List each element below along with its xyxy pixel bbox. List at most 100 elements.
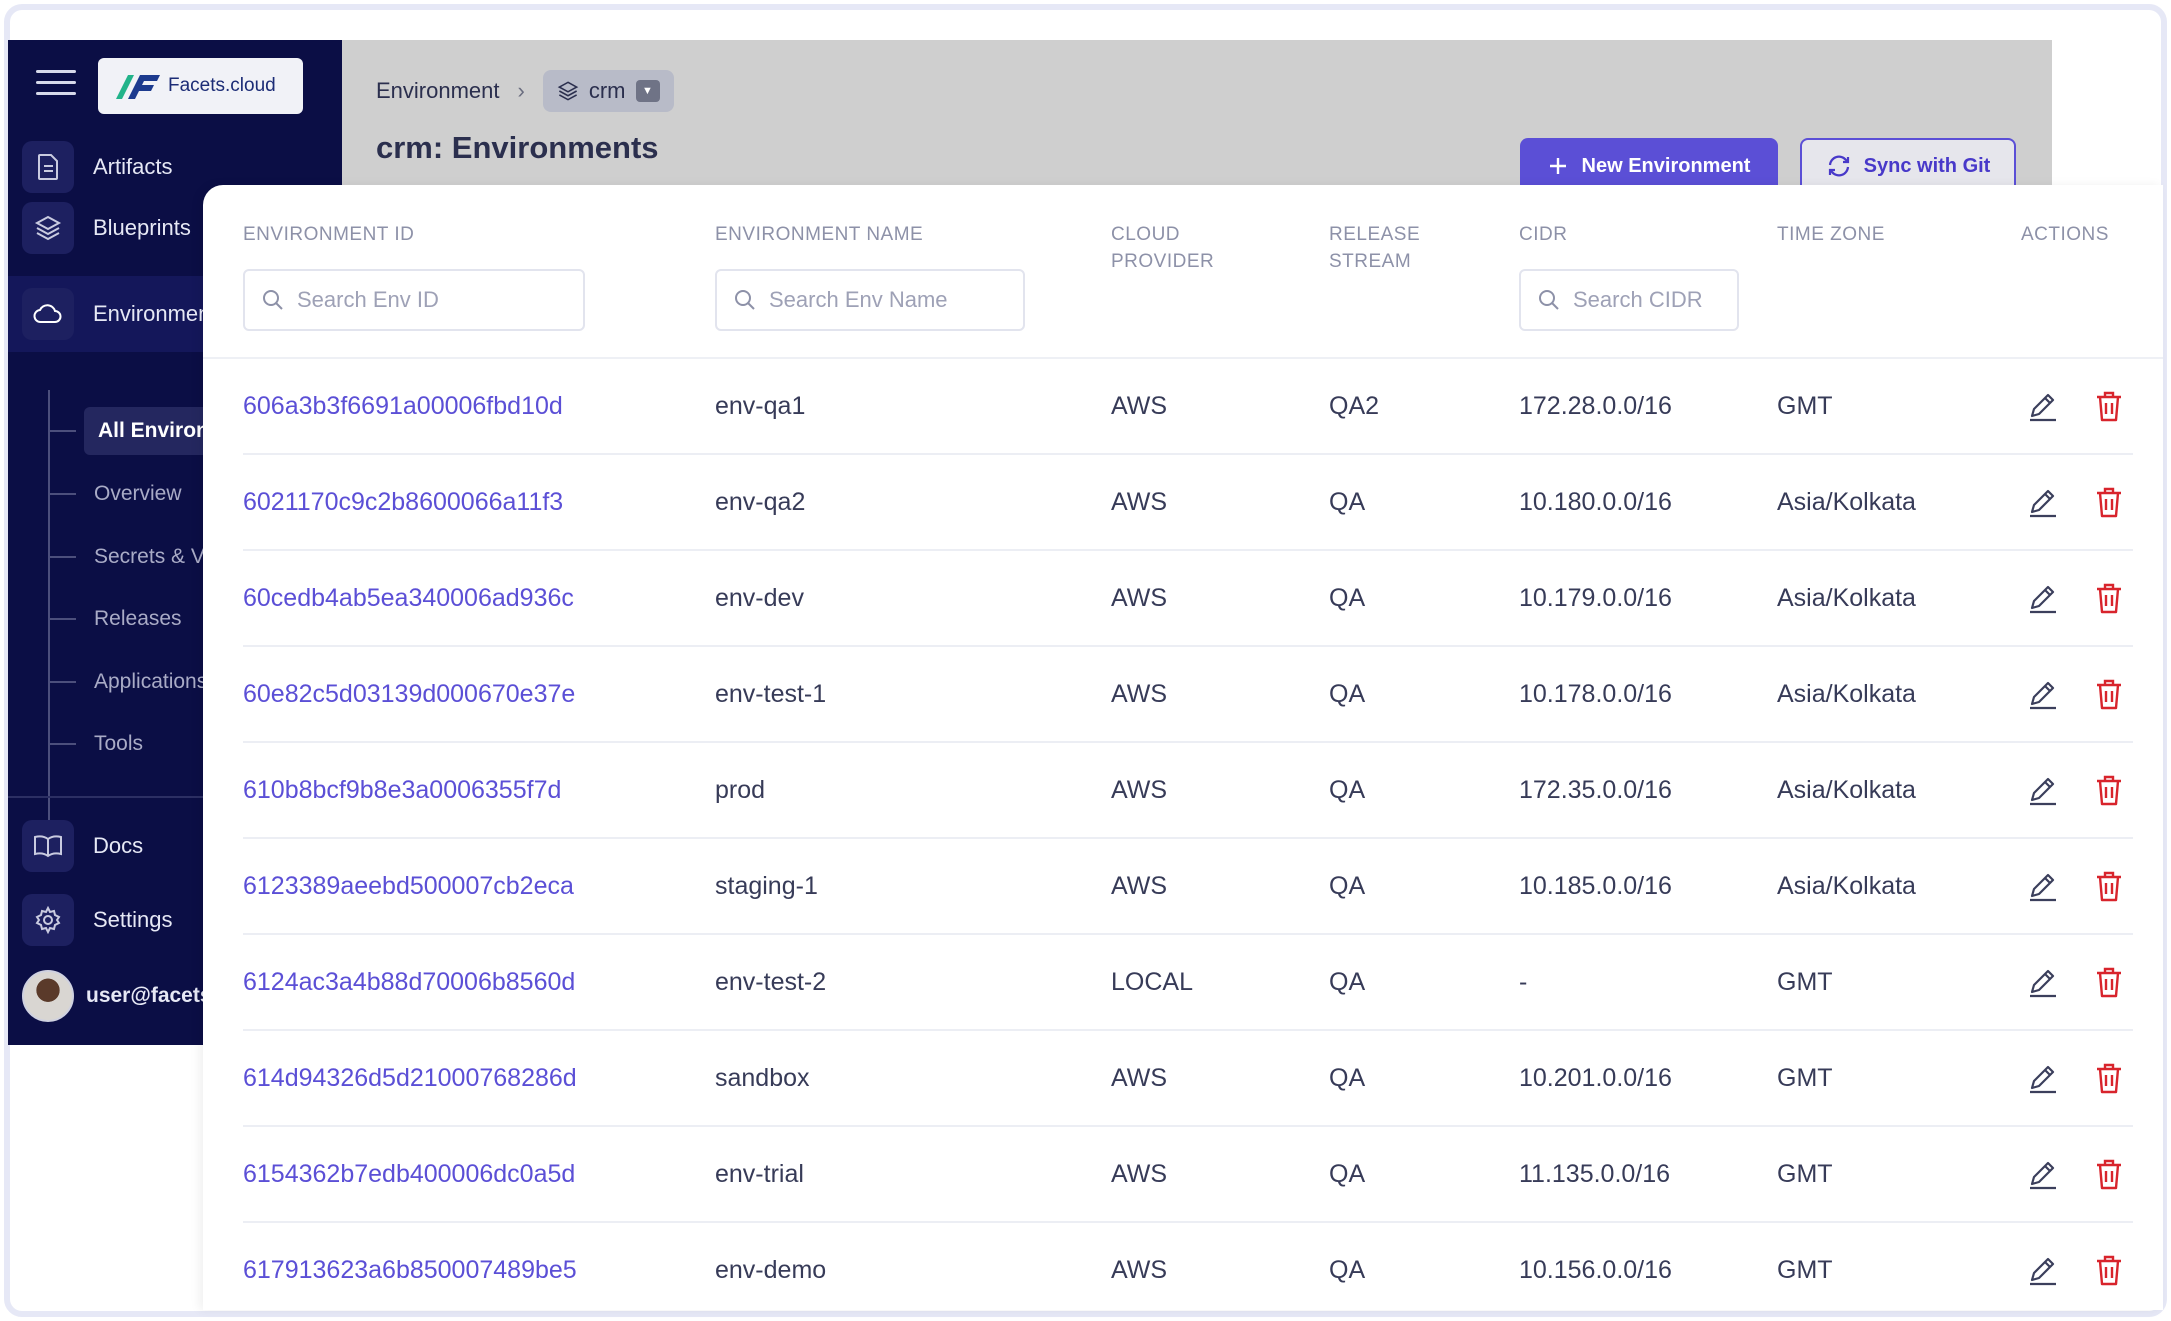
table-row[interactable]: 610b8bcf9b8e3a0006355f7d prod AWS QA 172.35.… — [243, 743, 2133, 839]
cell-release-stream: QA — [1329, 1159, 1366, 1188]
search-cidr-input[interactable] — [1573, 287, 1737, 313]
table-row[interactable]: 606a3b3f6691a00006fbd10d env-qa1 AWS QA2 172… — [243, 359, 2133, 455]
subnav-item-overview[interactable]: Overview — [48, 469, 182, 519]
delete-icon[interactable] — [2089, 866, 2129, 906]
delete-icon[interactable] — [2089, 962, 2129, 1002]
table-row[interactable]: 60cedb4ab5ea340006ad936c env-dev AWS QA 10.1… — [243, 551, 2133, 647]
new-environment-button[interactable]: New Environment — [1520, 138, 1778, 194]
table-row[interactable]: 60e82c5d03139d000670e37e env-test-1 AWS QA 1… — [243, 647, 2133, 743]
delete-icon[interactable] — [2089, 1154, 2129, 1194]
column-header-environment-id[interactable]: ENVIRONMENT ID — [243, 224, 415, 245]
avatar — [22, 970, 74, 1022]
cell-time-zone: GMT — [1777, 1063, 1833, 1092]
edit-icon[interactable] — [2023, 770, 2063, 810]
table-row[interactable]: 614d94326d5d21000768286d sandbox AWS QA 10.2… — [243, 1031, 2133, 1127]
stack-name: crm — [588, 78, 626, 103]
subnav-item-releases[interactable]: Releases — [48, 594, 182, 644]
edit-icon[interactable] — [2023, 482, 2063, 522]
sidebar-item-settings[interactable]: Settings — [8, 882, 342, 958]
edit-icon[interactable] — [2023, 1250, 2063, 1290]
subnav-label: Releases — [94, 607, 182, 630]
delete-icon[interactable] — [2089, 674, 2129, 714]
menu-icon[interactable] — [36, 70, 76, 100]
column-header-cloud-provider[interactable]: CLOUD PROVIDER — [1111, 224, 1215, 272]
cell-time-zone: Asia/Kolkata — [1777, 487, 1916, 516]
cell-environment-id[interactable]: 6154362b7edb400006dc0a5d — [243, 1159, 576, 1188]
sidebar-item-docs[interactable]: Docs — [8, 808, 342, 884]
cell-cloud-provider: AWS — [1111, 679, 1168, 708]
cell-environment-id[interactable]: 610b8bcf9b8e3a0006355f7d — [243, 775, 562, 804]
cell-cidr: 10.180.0.0/16 — [1519, 487, 1672, 516]
cell-environment-name: env-demo — [715, 1255, 827, 1284]
sidebar-item-blueprints[interactable]: Blueprints — [8, 190, 342, 266]
cell-environment-name: staging-1 — [715, 871, 818, 900]
subnav-label: Tools — [94, 732, 144, 755]
brand-logo[interactable]: Facets.cloud — [98, 58, 303, 114]
column-header-environment-name[interactable]: ENVIRONMENT NAME — [715, 224, 924, 245]
chevron-down-icon[interactable]: ▼ — [635, 80, 660, 102]
breadcrumb-root[interactable]: Environment — [376, 78, 500, 103]
brand-name: Facets.cloud — [168, 75, 276, 96]
cell-cidr: 10.178.0.0/16 — [1519, 679, 1672, 708]
table-header-divider — [203, 357, 2163, 359]
cell-environment-id[interactable]: 60e82c5d03139d000670e37e — [243, 679, 576, 708]
delete-icon[interactable] — [2089, 482, 2129, 522]
delete-icon[interactable] — [2089, 1058, 2129, 1098]
cell-time-zone: Asia/Kolkata — [1777, 583, 1916, 612]
sidebar-item-artifacts[interactable]: Artifacts — [8, 129, 342, 205]
search-env-id[interactable] — [243, 269, 585, 331]
cell-environment-id[interactable]: 617913623a6b850007489be5 — [243, 1255, 577, 1284]
delete-icon[interactable] — [2089, 386, 2129, 426]
cell-cloud-provider: AWS — [1111, 1159, 1168, 1188]
cell-cidr: - — [1519, 967, 1528, 996]
edit-icon[interactable] — [2023, 386, 2063, 426]
stack-selector[interactable]: crm ▼ — [542, 70, 674, 112]
search-env-name[interactable] — [715, 269, 1025, 331]
search-env-id-input[interactable] — [297, 287, 583, 313]
cell-cloud-provider: LOCAL — [1111, 967, 1193, 996]
table-row[interactable]: 6021170c9c2b8600066a11f3 env-qa2 AWS QA 10.1… — [243, 455, 2133, 551]
delete-icon[interactable] — [2089, 770, 2129, 810]
table-row[interactable]: 617913623a6b850007489be5 env-demo AWS QA 10.… — [243, 1223, 2133, 1319]
table-row[interactable]: 6154362b7edb400006dc0a5d env-trial AWS QA 11… — [243, 1127, 2133, 1223]
cell-environment-id[interactable]: 606a3b3f6691a00006fbd10d — [243, 391, 563, 420]
sidebar-item-label: Settings — [93, 907, 173, 932]
edit-icon[interactable] — [2023, 1058, 2063, 1098]
cell-cloud-provider: AWS — [1111, 391, 1168, 420]
cell-cidr: 10.201.0.0/16 — [1519, 1063, 1672, 1092]
column-header-release-stream[interactable]: RELEASE STREAM — [1329, 224, 1421, 272]
table-row[interactable]: 6123389aeebd500007cb2eca staging-1 AWS QA 10… — [243, 839, 2133, 935]
edit-icon[interactable] — [2023, 674, 2063, 714]
cell-cidr: 172.35.0.0/16 — [1519, 775, 1672, 804]
column-header-cidr[interactable]: CIDR — [1519, 224, 1568, 245]
cell-environment-id[interactable]: 6123389aeebd500007cb2eca — [243, 871, 574, 900]
sync-with-git-button[interactable]: Sync with Git — [1800, 138, 2016, 194]
column-header-time-zone[interactable]: TIME ZONE — [1777, 224, 1885, 245]
edit-icon[interactable] — [2023, 962, 2063, 1002]
subnav-item-applications[interactable]: Applications — [48, 657, 207, 707]
cell-release-stream: QA — [1329, 487, 1366, 516]
subnav-item-tools[interactable]: Tools — [48, 719, 143, 769]
cell-time-zone: Asia/Kolkata — [1777, 679, 1916, 708]
cell-environment-id[interactable]: 6124ac3a4b88d70006b8560d — [243, 967, 576, 996]
cell-cloud-provider: AWS — [1111, 487, 1168, 516]
delete-icon[interactable] — [2089, 578, 2129, 618]
cell-environment-id[interactable]: 60cedb4ab5ea340006ad936c — [243, 583, 574, 612]
chevron-right-icon: › — [517, 78, 525, 103]
delete-icon[interactable] — [2089, 1250, 2129, 1290]
cell-time-zone: GMT — [1777, 1159, 1833, 1188]
search-cidr[interactable] — [1519, 269, 1739, 331]
cell-cidr: 10.179.0.0/16 — [1519, 583, 1672, 612]
book-icon — [22, 820, 74, 872]
cell-environment-id[interactable]: 614d94326d5d21000768286d — [243, 1063, 577, 1092]
edit-icon[interactable] — [2023, 866, 2063, 906]
table-row[interactable]: 6124ac3a4b88d70006b8560d env-test-2 LOCAL Q… — [243, 935, 2133, 1031]
subnav-label: Overview — [94, 482, 182, 505]
edit-icon[interactable] — [2023, 578, 2063, 618]
search-icon — [1539, 290, 1559, 310]
cell-release-stream: QA — [1329, 1063, 1366, 1092]
search-env-name-input[interactable] — [769, 287, 1023, 313]
edit-icon[interactable] — [2023, 1154, 2063, 1194]
cell-environment-id[interactable]: 6021170c9c2b8600066a11f3 — [243, 487, 564, 516]
sidebar-item-label: Blueprints — [93, 215, 191, 240]
